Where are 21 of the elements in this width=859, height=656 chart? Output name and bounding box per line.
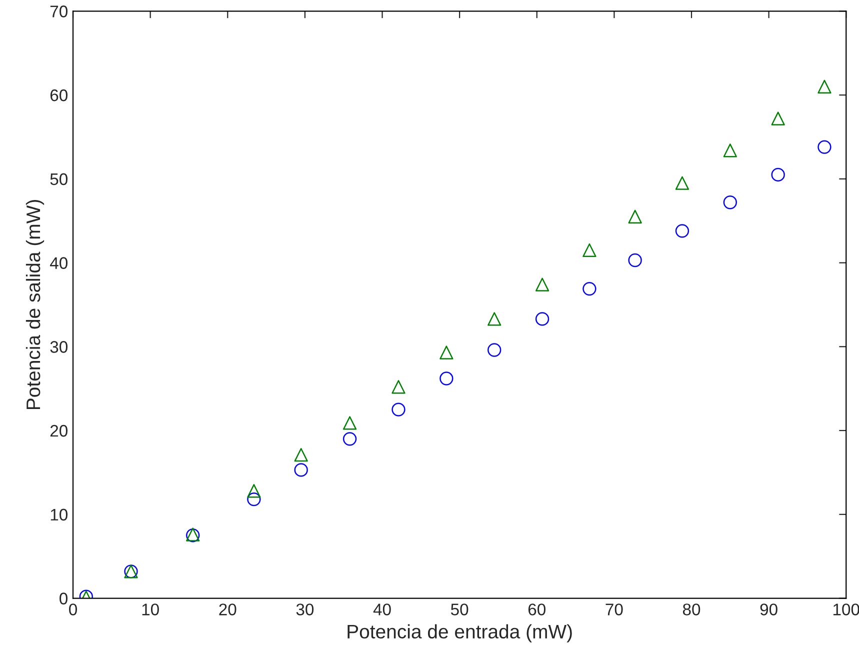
y-tick-label: 60	[50, 89, 68, 102]
x-tick-label: 70	[606, 604, 623, 616]
y-tick-label: 50	[50, 173, 68, 186]
y-tick-label: 70	[50, 6, 68, 18]
x-tick-label: 40	[373, 604, 391, 616]
x-tick-label: 100	[833, 604, 859, 616]
x-axis-title: Potencia de entrada (mW)	[348, 624, 572, 642]
y-tick-label: 30	[50, 341, 68, 353]
x-tick-label: 10	[142, 604, 159, 616]
y-tick-label: 10	[50, 508, 68, 521]
y-axis-title: Potencia de salida (mW)	[26, 200, 44, 410]
y-tick-label: 0	[60, 592, 68, 604]
x-tick-label: 20	[219, 604, 236, 616]
y-tick-label: 40	[50, 257, 68, 269]
x-tick-label: 60	[528, 604, 546, 616]
y-tick-label: 20	[50, 424, 68, 437]
x-tick-label: 30	[296, 604, 314, 616]
x-tick-label: 90	[760, 604, 778, 616]
x-tick-label: 80	[682, 604, 700, 616]
x-tick-label: 50	[450, 604, 468, 616]
x-tick-label: 0	[69, 604, 77, 616]
